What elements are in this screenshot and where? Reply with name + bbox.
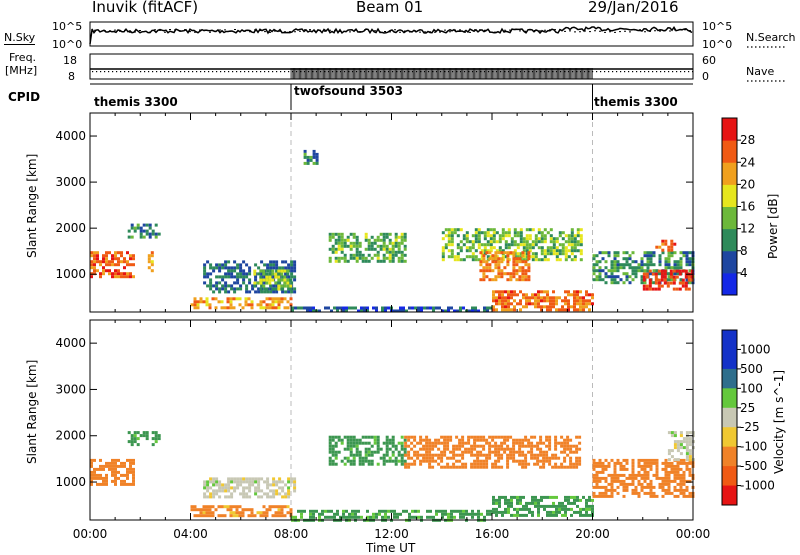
velocity-colorbar-tick-label: 100 <box>740 381 763 395</box>
freq-tick-low: 8 <box>68 70 75 83</box>
x-tick-label: 08:00 <box>274 527 309 541</box>
freq-label: Freq. <box>9 51 37 64</box>
power-panel-ylabel: Slant Range [km] <box>25 153 39 258</box>
velocity-colorbar-tick-label: -25 <box>740 420 760 434</box>
velocity-colorbar-frame <box>721 329 738 506</box>
freq-unit-label: [MHz] <box>5 64 38 77</box>
beam-title: Beam 01 <box>356 0 424 16</box>
x-tick-label: 20:00 <box>575 527 610 541</box>
velocity-colorbar-tick-label: 500 <box>740 362 763 376</box>
panel-background <box>90 320 693 520</box>
noise-panel-frame <box>89 21 694 47</box>
freq-tick-high: 18 <box>63 54 77 67</box>
power-colorbar-label: Power [dB] <box>766 193 780 259</box>
power-colorbar-tick-label: 24 <box>740 155 755 169</box>
velocity-panel-ylabel: Slant Range [km] <box>25 359 39 464</box>
x-tick-label: 16:00 <box>475 527 510 541</box>
velocity-colorbar-segment <box>722 446 737 467</box>
x-tick-label: 04:00 <box>173 527 208 541</box>
noise-search-label: N.Search <box>746 31 796 44</box>
nave-tick-low: 0 <box>702 70 709 83</box>
x-tick-label: 00:00 <box>73 527 108 541</box>
y-tick-label: 2000 <box>55 429 86 443</box>
station-title: Inuvik (fitACF) <box>92 0 199 16</box>
velocity-colorbar-tick-label: -1000 <box>740 479 775 493</box>
y-tick-label: 3000 <box>55 382 86 396</box>
power-colorbar-tick-label: 8 <box>740 244 748 258</box>
velocity-colorbar-segment <box>722 330 737 350</box>
noise-sky-label: N.Sky <box>4 31 36 45</box>
power-colorbar-tick-label: 20 <box>740 177 755 191</box>
panel-background <box>90 113 693 312</box>
power-colorbar-segment <box>722 272 737 296</box>
x-tick-label: 12:00 <box>374 527 409 541</box>
power-colorbar-segment <box>722 206 737 230</box>
noise-sky-line <box>89 26 693 45</box>
x-tick-label: 00:00 <box>676 527 711 541</box>
power-colorbar-segment <box>722 184 737 207</box>
power-colorbar-segment <box>722 228 737 252</box>
noise-left-tick-low: 10^0 <box>52 38 83 51</box>
y-tick-label: 1000 <box>55 475 86 489</box>
velocity-colorbar-segment <box>722 466 737 487</box>
velocity-colorbar-tick-label: -100 <box>740 440 767 454</box>
power-colorbar-segment <box>722 140 737 163</box>
noise-search-line <box>94 29 691 33</box>
cpid-segment-3: themis 3300 <box>594 95 678 109</box>
power-colorbar-segment <box>722 162 737 185</box>
y-tick-label: 4000 <box>55 336 86 350</box>
power-colorbar-segment <box>722 250 737 274</box>
velocity-cells <box>90 431 695 522</box>
noise-right-tick-high: 10^5 <box>702 20 733 33</box>
y-tick-label: 2000 <box>55 221 86 235</box>
velocity-colorbar-segment <box>722 485 737 506</box>
power-cells <box>90 149 695 313</box>
y-tick-label: 3000 <box>55 175 86 189</box>
velocity-colorbar-segment <box>722 388 737 409</box>
y-tick-label: 4000 <box>55 129 86 143</box>
power-colorbar-tick-label: 4 <box>740 266 748 280</box>
x-axis-title: Time UT <box>366 541 416 555</box>
velocity-colorbar-segment <box>722 407 737 428</box>
nave-dots <box>92 71 694 73</box>
nave-label: Nave <box>746 65 775 78</box>
date-title: 29/Jan/2016 <box>588 0 679 16</box>
noise-right-tick-low: 10^0 <box>702 38 733 51</box>
cpid-segment-1: themis 3300 <box>94 95 178 109</box>
velocity-colorbar-tick-label: -500 <box>740 459 767 473</box>
freq-twofsound-block <box>290 68 593 79</box>
noise-left-tick-high: 10^5 <box>52 20 83 33</box>
power-colorbar-tick-label: 16 <box>740 200 755 214</box>
power-colorbar-tick-label: 12 <box>740 222 755 236</box>
velocity-colorbar-tick-label: 25 <box>740 401 755 415</box>
velocity-colorbar-segment <box>722 427 737 448</box>
y-tick-label: 1000 <box>55 267 86 281</box>
velocity-colorbar-tick-label: 1000 <box>740 342 771 356</box>
velocity-colorbar-segment <box>722 349 737 370</box>
power-colorbar-tick-label: 28 <box>740 133 755 147</box>
nave-tick-high: 60 <box>702 54 716 67</box>
cpid-label: CPID <box>8 90 41 104</box>
velocity-colorbar-label: Velocity [m s^-1] <box>772 369 786 474</box>
velocity-colorbar-segment <box>722 368 737 389</box>
cpid-segment-2: twofsound 3503 <box>294 84 403 98</box>
power-colorbar-segment <box>722 118 737 141</box>
